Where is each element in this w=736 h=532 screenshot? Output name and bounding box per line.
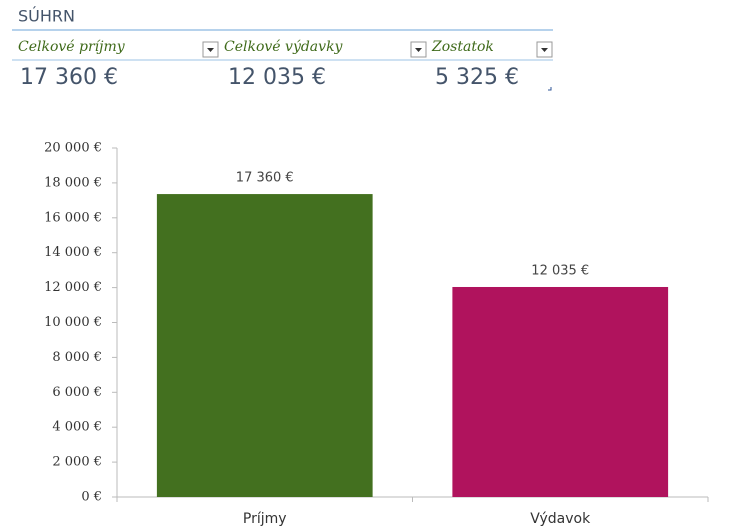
summary-value: 17 360 € bbox=[20, 65, 118, 90]
y-tick-label: 6 000 € bbox=[52, 385, 102, 400]
value-label: 17 360 € bbox=[236, 171, 294, 186]
y-tick-label: 16 000 € bbox=[44, 210, 102, 225]
arrow bbox=[207, 48, 214, 52]
x-tick-label: Príjmy bbox=[243, 511, 287, 527]
y-tick-label: 20 000 € bbox=[44, 141, 102, 156]
column-header: Celkové výdavky bbox=[224, 38, 344, 55]
filter-arrows bbox=[207, 48, 548, 52]
column-header: Zostatok bbox=[431, 39, 494, 55]
summary-value: 5 325 € bbox=[435, 65, 519, 90]
x-tick-label: Výdavok bbox=[530, 511, 591, 527]
column-header: Celkové príjmy bbox=[18, 39, 126, 55]
y-tick-label: 4 000 € bbox=[52, 420, 102, 435]
resize-handle bbox=[548, 87, 552, 91]
y-tick-label: 18 000 € bbox=[44, 175, 102, 190]
summary-title: SÚHRN bbox=[18, 7, 75, 26]
summary-value: 12 035 € bbox=[228, 65, 326, 90]
y-tick-label: 10 000 € bbox=[44, 315, 102, 330]
bar bbox=[452, 286, 669, 497]
y-tick-label: 0 € bbox=[81, 490, 102, 505]
y-tick-label: 14 000 € bbox=[44, 245, 102, 260]
arrow bbox=[541, 48, 548, 52]
y-tick-label: 8 000 € bbox=[52, 350, 102, 365]
arrow bbox=[415, 48, 422, 52]
bar bbox=[156, 194, 373, 497]
value-label: 12 035 € bbox=[531, 263, 589, 278]
y-tick-label: 12 000 € bbox=[44, 280, 102, 295]
y-tick-label: 2 000 € bbox=[52, 455, 102, 470]
